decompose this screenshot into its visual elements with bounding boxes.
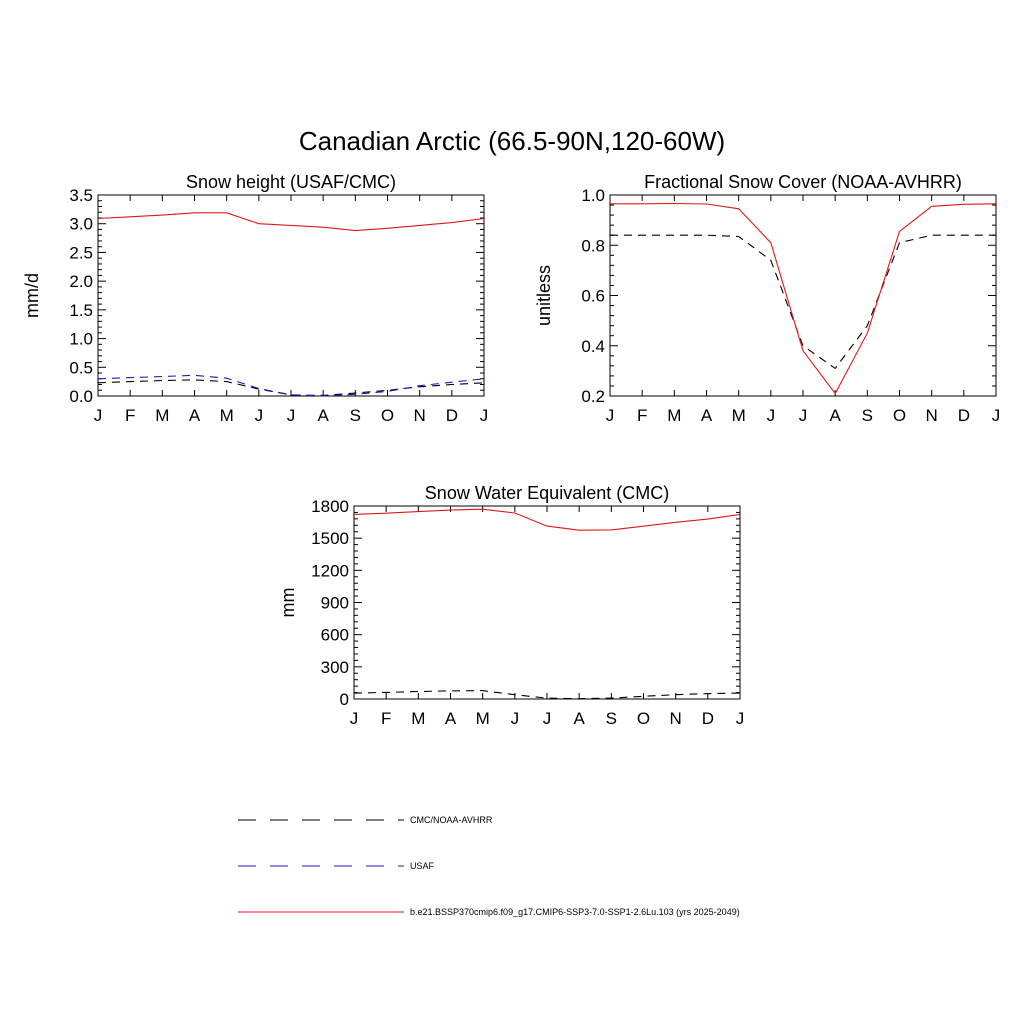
x-tick-label: F (125, 406, 135, 425)
legend: CMC/NOAA-AVHRR USAF b.e21.BSSP370cmip6.f09… (238, 815, 740, 917)
series-line-b-e21-bssp370cmip6-f09-g17-cmi (353, 508, 741, 531)
panel-title: Snow Water Equivalent (CMC) (425, 483, 669, 503)
y-tick-label: 1800 (311, 497, 349, 516)
x-tick-label: N (926, 406, 938, 425)
y-tick-label: 2.0 (69, 272, 93, 291)
panel-title: Snow height (USAF/CMC) (186, 172, 396, 192)
x-tick-label: J (480, 406, 489, 425)
x-tick-label: A (317, 406, 329, 425)
panel-title: Fractional Snow Cover (NOAA-AVHRR) (644, 172, 962, 192)
x-tick-label: S (862, 406, 873, 425)
x-tick-label: J (606, 406, 615, 425)
x-tick-label: D (446, 406, 458, 425)
x-tick-label: J (799, 406, 808, 425)
y-tick-label: 0.8 (581, 236, 605, 255)
y-axis-label: mm (278, 588, 298, 618)
x-tick-label: J (992, 406, 1001, 425)
x-tick-label: O (381, 406, 394, 425)
x-tick-label: S (350, 406, 361, 425)
y-tick-label: 900 (321, 594, 349, 613)
y-tick-label: 1.0 (581, 186, 605, 205)
y-tick-label: 3.5 (69, 186, 93, 205)
x-tick-label: J (511, 709, 520, 728)
x-tick-label: O (893, 406, 906, 425)
x-tick-label: J (350, 709, 359, 728)
x-tick-label: J (736, 709, 745, 728)
x-tick-label: J (255, 406, 264, 425)
x-tick-label: A (189, 406, 201, 425)
x-tick-label: A (573, 709, 585, 728)
x-tick-label: J (287, 406, 296, 425)
y-tick-label: 0.2 (581, 387, 605, 406)
legend-label: USAF (410, 861, 435, 871)
x-tick-label: M (155, 406, 169, 425)
x-tick-label: M (667, 406, 681, 425)
series-line-cmc-noaa-avhrr (97, 379, 485, 396)
x-tick-label: J (543, 709, 552, 728)
figure-title: Canadian Arctic (66.5-90N,120-60W) (299, 126, 725, 156)
y-tick-label: 1.5 (69, 301, 93, 320)
y-tick-label: 0.4 (581, 337, 605, 356)
panels-group: Snow height (USAF/CMC)J F M A M J J A S O N D J0.00.… (22, 172, 1000, 728)
y-axis-label: unitless (534, 265, 554, 326)
y-tick-label: 0 (340, 690, 349, 709)
x-tick-label: N (414, 406, 426, 425)
y-tick-label: 1500 (311, 529, 349, 548)
y-tick-label: 600 (321, 626, 349, 645)
x-tick-label: J (94, 406, 103, 425)
y-tick-label: 0.6 (581, 287, 605, 306)
series-line-b-e21-bssp370cmip6-f09-g17-cmi (97, 212, 485, 232)
x-tick-label: M (732, 406, 746, 425)
x-tick-label: A (701, 406, 713, 425)
y-tick-label: 2.5 (69, 243, 93, 262)
plot-frame (353, 505, 741, 700)
y-tick-label: 3.0 (69, 215, 93, 234)
x-tick-label: J (767, 406, 776, 425)
y-tick-label: 1.0 (69, 330, 93, 349)
y-tick-label: 1200 (311, 561, 349, 580)
legend-label: CMC/NOAA-AVHRR (410, 815, 493, 825)
x-tick-label: M (220, 406, 234, 425)
plot-frame (609, 194, 997, 397)
x-tick-label: M (476, 709, 490, 728)
y-tick-label: 0.0 (69, 387, 93, 406)
x-tick-label: A (445, 709, 457, 728)
legend-label: b.e21.BSSP370cmip6.f09_g17.CMIP6-SSP3-7.… (410, 907, 740, 917)
chart-panel-2: Fractional Snow Cover (NOAA-AVHRR)J F M A M J… (534, 172, 1000, 425)
y-tick-label: 300 (321, 658, 349, 677)
x-tick-label: S (606, 709, 617, 728)
x-tick-label: D (958, 406, 970, 425)
y-axis-label: mm/d (22, 273, 42, 318)
x-tick-label: F (381, 709, 391, 728)
x-tick-label: N (670, 709, 682, 728)
x-tick-label: M (411, 709, 425, 728)
chart-panel-1: Snow height (USAF/CMC)J F M A M J J A S O N D J0.00.… (22, 172, 488, 425)
chart-panel-3: Snow Water Equivalent (CMC)J F M A M J J A S O N D J… (278, 483, 744, 728)
x-tick-label: F (637, 406, 647, 425)
y-tick-label: 0.5 (69, 358, 93, 377)
series-line-usaf (97, 374, 485, 397)
x-tick-label: A (829, 406, 841, 425)
series-line-cmc-noaa-avhrr (610, 234, 996, 370)
x-tick-label: O (637, 709, 650, 728)
series-line-cmc-noaa-avhrr (353, 690, 741, 700)
x-tick-label: D (702, 709, 714, 728)
series-line-b-e21-bssp370cmip6-f09-g17-cmi (610, 202, 997, 395)
